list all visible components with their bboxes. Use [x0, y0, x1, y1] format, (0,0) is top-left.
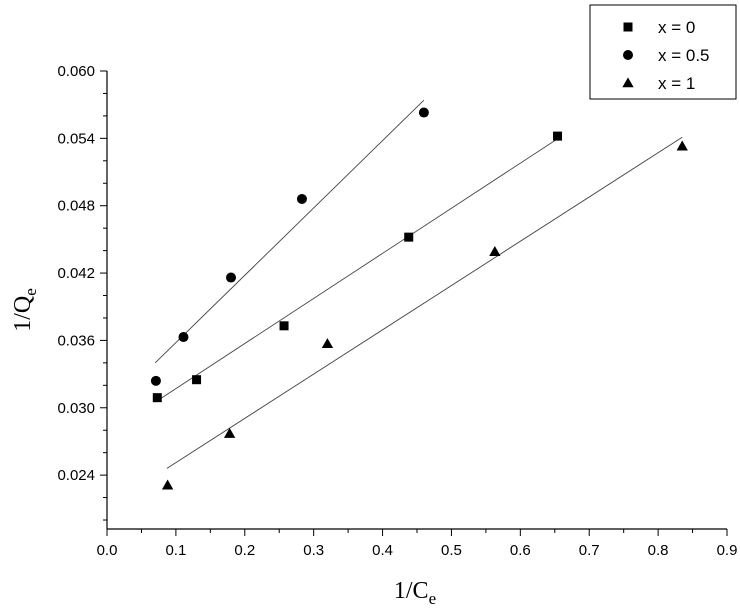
- data-point-series-0: [152, 393, 162, 403]
- y-tick-label: 0.060: [57, 63, 95, 80]
- data-point-series-1: [418, 107, 429, 118]
- x-tick-label: 0.0: [97, 542, 118, 559]
- y-tick-label: 0.054: [57, 130, 95, 147]
- fit-lines: [154, 99, 683, 469]
- legend-label-series-0: x = 0: [658, 18, 695, 37]
- legend-marker-series-2: [622, 77, 634, 88]
- data-point-series-2: [676, 140, 688, 151]
- data-point-series-2: [489, 246, 501, 256]
- axes: 0.0 0.1 0.2 0.3 0.4 0.5 0.6 0.7 0.8 0.9 0.024 0.030…: [57, 63, 737, 559]
- data-point-series-2: [161, 479, 174, 490]
- x-tick-label: 0.1: [165, 542, 186, 559]
- legend-box: [589, 4, 737, 100]
- fit-line-series-2: [166, 136, 683, 469]
- data-point-series-2: [223, 427, 236, 438]
- data-point-series-0: [553, 131, 563, 141]
- legend-marker-series-0: [623, 22, 633, 32]
- legend-marker-series-1: [623, 50, 633, 60]
- x-tick-label: 0.3: [303, 542, 324, 559]
- x-tick-label: 0.8: [648, 542, 669, 559]
- x-axis-title: 1/Ce: [394, 578, 436, 608]
- data-point-series-1: [150, 375, 161, 386]
- data-point-series-2: [321, 338, 334, 349]
- legend-label-series-2: x = 1: [658, 74, 695, 93]
- x-tick-label: 0.9: [717, 542, 738, 559]
- x-tick-label: 0.2: [234, 542, 255, 559]
- data-points: [150, 107, 688, 490]
- data-point-series-0: [192, 375, 202, 385]
- legend: x = 0 x = 0.5 x = 1: [589, 4, 737, 100]
- x-tick-label: 0.5: [441, 542, 462, 559]
- data-point-series-1: [296, 193, 307, 204]
- y-axis-title: 1/Qe: [10, 288, 40, 332]
- y-tick-label: 0.024: [57, 467, 95, 484]
- data-point-series-1: [226, 272, 236, 283]
- y-tick-label: 0.030: [57, 400, 95, 417]
- x-tick-label: 0.6: [510, 542, 531, 559]
- y-tick-label: 0.042: [57, 265, 95, 282]
- data-point-series-1: [178, 332, 189, 343]
- data-point-series-0: [279, 321, 289, 331]
- legend-label-series-1: x = 0.5: [658, 46, 710, 65]
- y-tick-label: 0.036: [57, 332, 95, 349]
- fit-line-series-0: [154, 137, 559, 403]
- data-point-series-0: [404, 232, 414, 242]
- fit-line-series-1: [154, 99, 425, 364]
- x-tick-label: 0.7: [579, 542, 600, 559]
- x-tick-label: 0.4: [372, 542, 393, 559]
- y-tick-label: 0.048: [57, 198, 95, 215]
